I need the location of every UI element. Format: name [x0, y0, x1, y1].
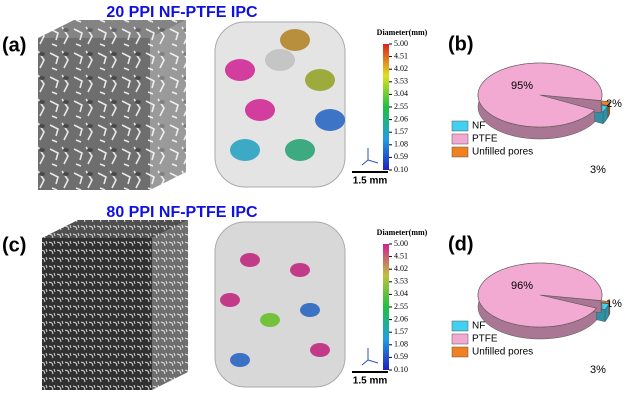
colorbar-tick-label: 5.00	[394, 239, 408, 248]
legend-label: NF	[472, 121, 485, 132]
cube-top	[42, 220, 188, 238]
colorbar-tick-label: 1.08	[394, 340, 408, 349]
pore	[315, 109, 345, 131]
pore	[260, 313, 280, 327]
pore	[225, 59, 255, 81]
slice-label: 3%	[590, 364, 606, 376]
panel-label: (d)	[448, 233, 474, 255]
pore-render	[214, 21, 346, 188]
slice-label: 95%	[511, 80, 533, 92]
legend-swatch	[451, 333, 469, 345]
colorbar-tick-label: 1.08	[394, 140, 408, 149]
colorbar-tick-label: 1.57	[394, 127, 408, 136]
panel-label: (b)	[448, 33, 474, 55]
legend-label: Unfilled pores	[472, 347, 533, 358]
slice-label: 3%	[590, 164, 606, 176]
panel-label: (a)	[2, 34, 26, 56]
legend-swatch	[451, 133, 469, 145]
slice-label: 1%	[606, 298, 622, 310]
axes-icon	[361, 148, 379, 166]
scale-bar-label: 1.5 mm	[353, 376, 388, 387]
colorbar-tick-label: 0.10	[394, 365, 408, 374]
colorbar-tick-label: 3.04	[394, 89, 408, 98]
pie-slice	[477, 62, 603, 128]
cube-front	[38, 38, 150, 190]
colorbar-tick-label: 4.02	[394, 64, 408, 73]
pore	[230, 353, 250, 367]
colorbar-tick-label: 2.55	[394, 302, 408, 311]
legend-swatch	[451, 320, 469, 332]
pore	[265, 49, 295, 71]
colorbar-tick-label: 0.59	[394, 152, 408, 161]
row-title: 80 PPI NF-PTFE IPC	[106, 204, 258, 221]
cube-front	[42, 238, 152, 390]
row-title: 20 PPI NF-PTFE IPC	[106, 4, 258, 21]
colorbar-tick-label: 5.00	[394, 39, 408, 48]
legend-swatch	[451, 346, 469, 358]
legend-label: PTFE	[472, 134, 498, 145]
cube-side	[152, 220, 188, 390]
legend-label: Unfilled pores	[472, 147, 533, 158]
colorbar	[383, 44, 389, 170]
colorbar-tick-label: 0.10	[394, 165, 408, 174]
pore	[300, 303, 320, 317]
pore	[310, 343, 330, 357]
legend-swatch	[451, 120, 469, 132]
pore-render	[214, 221, 346, 388]
colorbar-tick-label: 4.02	[394, 264, 408, 273]
colorbar-tick-label: 2.06	[394, 314, 408, 323]
pore	[305, 69, 335, 91]
colorbar-tick-label: 3.53	[394, 77, 408, 86]
colorbar-tick-label: 3.53	[394, 277, 408, 286]
colorbar-tick-label: 3.04	[394, 289, 408, 298]
cube-side	[150, 20, 186, 190]
pore	[285, 139, 315, 161]
panel-label: (c)	[2, 234, 26, 256]
colorbar-tick-label: 2.06	[394, 114, 408, 123]
pore	[245, 99, 275, 121]
colorbar-tick-label: 4.51	[394, 251, 408, 260]
pore	[280, 29, 310, 51]
pore	[220, 293, 240, 307]
pore	[230, 139, 260, 161]
pie-slice	[477, 262, 603, 328]
colorbar	[383, 244, 389, 370]
colorbar-tick-label: 0.59	[394, 352, 408, 361]
colorbar-title: Diameter(mm)	[377, 228, 428, 237]
slice-label: 2%	[606, 98, 622, 110]
axes-icon	[361, 348, 379, 366]
pore	[290, 263, 310, 277]
cube-top	[38, 20, 186, 38]
scale-bar-label: 1.5 mm	[353, 176, 388, 187]
colorbar-tick-label: 4.51	[394, 51, 408, 60]
legend-label: PTFE	[472, 334, 498, 345]
render-body	[214, 21, 346, 188]
colorbar-tick-label: 2.55	[394, 102, 408, 111]
colorbar-tick-label: 1.57	[394, 327, 408, 336]
slice-label: 96%	[511, 280, 533, 292]
colorbar-title: Diameter(mm)	[377, 28, 428, 37]
pore	[240, 253, 260, 267]
legend-swatch	[451, 146, 469, 158]
legend-label: NF	[472, 321, 485, 332]
